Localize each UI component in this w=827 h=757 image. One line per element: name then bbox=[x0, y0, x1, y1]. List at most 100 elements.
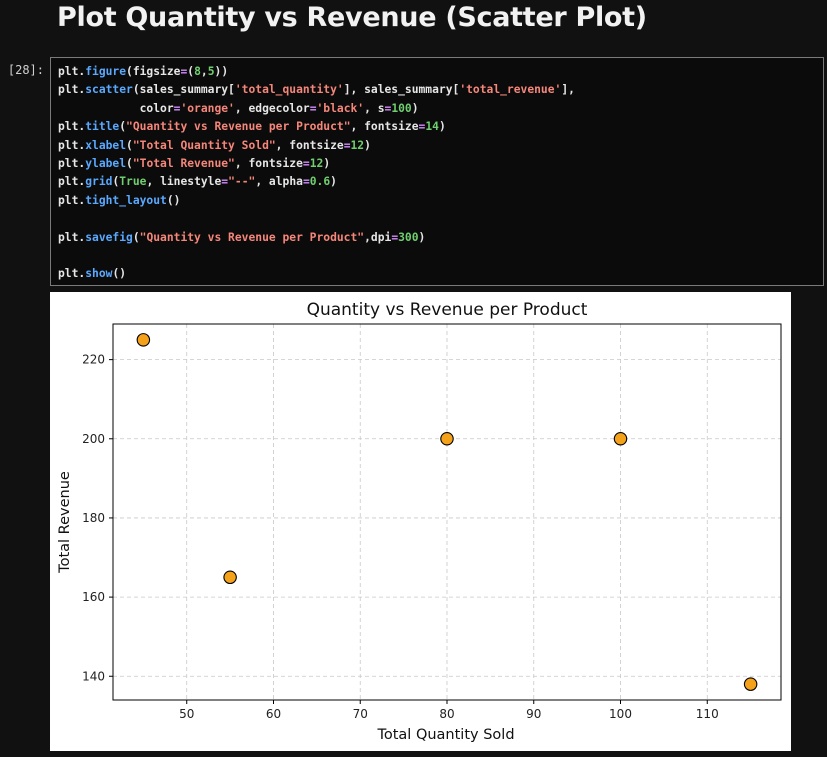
scatter-chart: 50 60 70 80 90 100 110 140 160 180 200 220 Quantity … bbox=[57, 300, 782, 743]
y-tick-label: 220 bbox=[82, 353, 105, 367]
code-token: ylabel bbox=[85, 157, 127, 171]
code-token: 0.6 bbox=[309, 175, 331, 189]
cell-output: 50 60 70 80 90 100 110 140 160 180 200 220 Quantity … bbox=[50, 292, 791, 751]
code-token: , fontsize bbox=[275, 138, 344, 152]
cell-prompt: [28]: bbox=[7, 63, 44, 77]
code-line: plt.scatter(sales_summary['total_quantit… bbox=[58, 83, 575, 96]
y-tick-label: 180 bbox=[82, 511, 105, 525]
code-token: title bbox=[85, 120, 120, 134]
code-token: = bbox=[309, 101, 317, 115]
code-line: plt.title("Quantity vs Revenue per Produ… bbox=[58, 120, 446, 133]
code-token: 14 bbox=[425, 120, 439, 134]
code-token: = bbox=[302, 157, 310, 171]
code-token: ) bbox=[411, 101, 419, 115]
code-token: = bbox=[418, 120, 426, 134]
x-tick-label: 90 bbox=[526, 707, 541, 721]
x-tick-label: 100 bbox=[609, 707, 632, 721]
x-tick-label: 60 bbox=[266, 707, 281, 721]
code-line: plt.grid(True, linestyle="--", alpha=0.6… bbox=[58, 175, 337, 188]
code-token: ( bbox=[119, 120, 127, 134]
code-token: plt. bbox=[58, 83, 86, 97]
code-token: = bbox=[384, 101, 392, 115]
code-token: "Total Revenue" bbox=[132, 157, 235, 171]
code-token: "--" bbox=[228, 175, 256, 189]
code-cell-editor[interactable]: plt.figure(figsize=(8,5)) plt.scatter(sa… bbox=[50, 57, 824, 286]
code-line: color='orange', edgecolor='black', s=100… bbox=[58, 102, 419, 115]
code-token: , edgecolor bbox=[234, 101, 310, 115]
code-token: show bbox=[85, 267, 113, 281]
code-token: plt. bbox=[58, 193, 86, 207]
code-token: "Quantity vs Revenue per Product" bbox=[126, 120, 351, 134]
code-token: , s bbox=[364, 101, 385, 115]
code-token: figure bbox=[85, 65, 127, 78]
code-token: plt. bbox=[58, 65, 86, 78]
code-token: ( bbox=[126, 157, 133, 171]
code-token: )) bbox=[214, 65, 229, 78]
code-line: plt.figure(figsize=(8,5)) bbox=[58, 65, 228, 78]
code-token: ( bbox=[132, 230, 140, 244]
code-token: 100 bbox=[391, 101, 412, 115]
code-token: "Quantity vs Revenue per Product" bbox=[139, 230, 365, 244]
code-token: plt. bbox=[58, 157, 86, 171]
code-token: ,dpi bbox=[364, 230, 392, 244]
code-token: ], sales_summary[ bbox=[343, 83, 460, 97]
x-tick-label: 50 bbox=[179, 707, 194, 721]
code-token: 300 bbox=[398, 230, 419, 244]
code-token: 12 bbox=[309, 157, 324, 171]
code-token: 12 bbox=[350, 138, 365, 152]
x-axis-label: Total Quantity Sold bbox=[376, 727, 514, 743]
code-token: savefig bbox=[85, 230, 133, 244]
code-token: 8 bbox=[194, 65, 201, 78]
scatter-point bbox=[136, 333, 151, 347]
code-token: = bbox=[173, 101, 181, 115]
code-line bbox=[58, 210, 575, 228]
code-token: , linestyle bbox=[146, 175, 222, 189]
code-token: = bbox=[221, 175, 229, 189]
code-token: xlabel bbox=[85, 138, 127, 152]
code-token: = bbox=[180, 65, 188, 78]
code-token: grid bbox=[85, 175, 113, 189]
y-tick-label: 140 bbox=[82, 669, 105, 683]
code-token: ) bbox=[438, 120, 446, 134]
markdown-heading: Plot Quantity vs Revenue (Scatter Plot) bbox=[57, 2, 647, 33]
code-token: True bbox=[119, 175, 147, 189]
scatter-point bbox=[743, 677, 758, 691]
y-tick-label: 200 bbox=[82, 432, 105, 446]
code-token: ( bbox=[187, 65, 195, 78]
code-token: plt. bbox=[58, 175, 86, 189]
code-token: (figsize bbox=[126, 65, 181, 78]
code-token: (sales_summary[ bbox=[132, 83, 235, 97]
code-token: "Total Quantity Sold" bbox=[132, 138, 276, 152]
code-token: ( bbox=[112, 175, 120, 189]
code-token: () bbox=[112, 267, 127, 281]
code-token: ) bbox=[323, 157, 331, 171]
code-token: 'total_quantity' bbox=[234, 83, 344, 97]
code-token: ) bbox=[330, 175, 337, 189]
code-token: color bbox=[58, 101, 174, 115]
code-token: 'total_revenue' bbox=[459, 83, 562, 97]
code-text[interactable]: plt.figure(figsize=(8,5)) plt.scatter(sa… bbox=[58, 63, 575, 284]
code-token: () bbox=[166, 193, 181, 207]
x-tick-label: 70 bbox=[353, 707, 368, 721]
code-line: plt.xlabel("Total Quantity Sold", fontsi… bbox=[58, 139, 371, 152]
code-token: , bbox=[200, 65, 208, 78]
code-token: plt. bbox=[58, 230, 86, 244]
code-token: = bbox=[302, 175, 310, 189]
scatter-point bbox=[223, 570, 237, 585]
code-token: , fontsize bbox=[234, 157, 303, 171]
code-token: 'orange' bbox=[180, 101, 235, 115]
code-line: plt.ylabel("Total Revenue", fontsize=12) bbox=[58, 157, 330, 170]
scatter-point bbox=[613, 432, 628, 446]
x-tick-label: 110 bbox=[696, 707, 719, 721]
code-line: plt.savefig("Quantity vs Revenue per Pro… bbox=[58, 231, 425, 244]
code-token: , fontsize bbox=[350, 120, 419, 134]
x-tick-label: 80 bbox=[439, 707, 454, 721]
code-line: plt.tight_layout() bbox=[58, 194, 180, 207]
code-token: = bbox=[343, 138, 351, 152]
y-axis-label: Total Revenue bbox=[57, 471, 73, 574]
chart-title: Quantity vs Revenue per Product bbox=[307, 300, 588, 320]
y-tick-label: 160 bbox=[82, 590, 105, 604]
code-token: ( bbox=[126, 138, 133, 152]
code-token: ) bbox=[364, 138, 371, 152]
code-token: tight_layout bbox=[85, 193, 167, 207]
